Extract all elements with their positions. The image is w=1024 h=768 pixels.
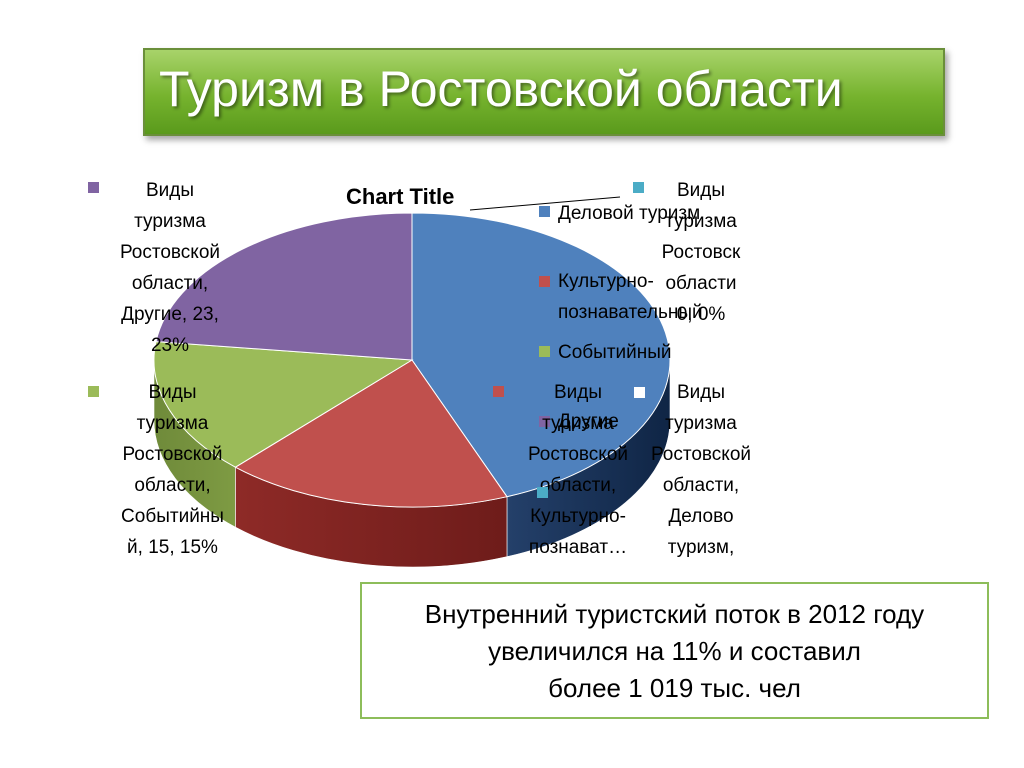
data-label-drugie: Виды туризма Ростовской области, Другие,…: [119, 180, 221, 356]
label-swatch-delovoy: [633, 386, 646, 399]
data-label-zero: Виды туризма Ростовск области 0, 0%: [661, 180, 741, 325]
legend-item-drugie: Другие: [558, 411, 619, 432]
pie-slice-kultur: [234, 359, 508, 508]
data-label-delovoy: Виды туризма Ростовской области, Делово …: [650, 382, 752, 558]
info-box: Внутренний туристский поток в 2012 году …: [360, 582, 989, 719]
leader-line: [469, 196, 621, 211]
legend-item-kultur: Культурно- познавательный: [558, 271, 703, 323]
legend-swatch-sobyt: [539, 346, 550, 357]
label-swatch-drugie: [88, 182, 99, 193]
chart-title: Chart Title: [346, 184, 455, 209]
legend-item-sobyt: Событийный: [558, 342, 672, 363]
legend-swatch-delovoy: [539, 206, 550, 217]
info-text: Внутренний туристский поток в 2012 году …: [424, 599, 925, 703]
legend-item-delovoy: Деловой туризм: [558, 203, 701, 224]
pie-slice-sobyt: [153, 341, 414, 468]
pie-slice-drugie: [155, 212, 413, 361]
legend-swatch-drugie: [539, 416, 550, 427]
extra-swatch-cyan: [537, 487, 548, 498]
label-swatch-kultur: [493, 386, 504, 397]
label-swatch-zero: [633, 182, 644, 193]
legend-swatch-kultur: [539, 276, 550, 287]
data-label-sobyt: Виды туризма Ростовской области, Событий…: [121, 382, 224, 558]
label-swatch-sobyt: [88, 386, 99, 397]
data-label-kultur: Виды туризма Ростовской области, Культур…: [527, 382, 629, 558]
slide-title-box: Туризм в Ростовской области: [143, 48, 945, 136]
slide-title: Туризм в Ростовской области: [159, 61, 843, 117]
